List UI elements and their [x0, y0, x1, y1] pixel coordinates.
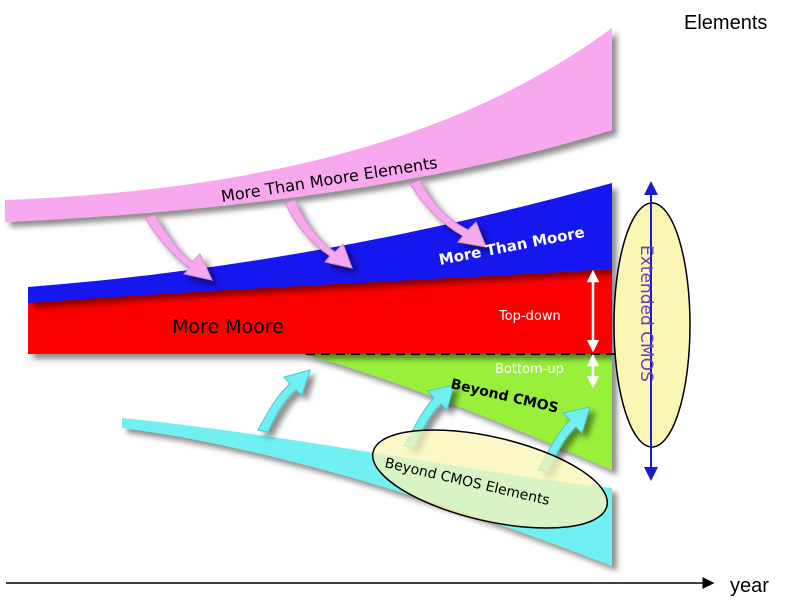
pink-arrow-3: [409, 179, 487, 248]
pink-arrows: [144, 179, 487, 281]
more-than-moore-elements-band: [5, 28, 612, 222]
bottom-up-label: Bottom-up: [495, 362, 564, 377]
pink-arrow-1: [144, 214, 213, 281]
top-down-label: Top-down: [498, 309, 561, 324]
extended-cmos-label: Extended CMOS: [636, 245, 656, 382]
beyond-cmos-band: [300, 353, 612, 470]
y-axis-label: Elements: [684, 12, 767, 34]
x-axis-label: year: [730, 575, 769, 597]
cyan-arrow-1: [257, 369, 311, 433]
more-than-moore-band: [28, 183, 612, 303]
pink-arrow-2: [284, 199, 353, 269]
more-moore-label: More Moore: [172, 316, 284, 338]
beyond-cmos-elements-ellipse: [371, 429, 609, 529]
